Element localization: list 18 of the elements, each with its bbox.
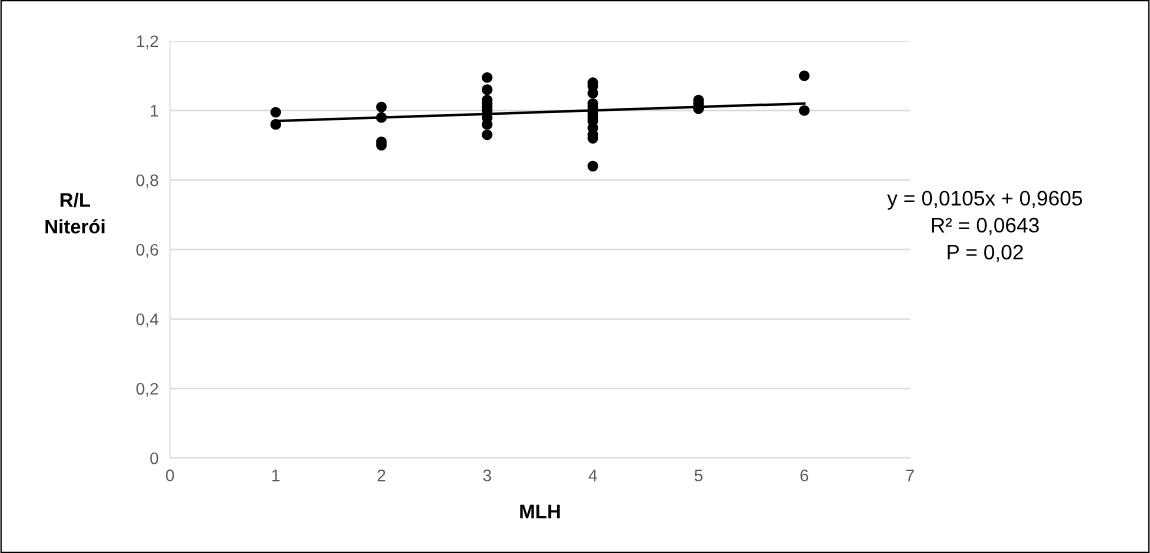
x-tick-label: 2: [377, 469, 386, 482]
y-tick-label: 0,6: [136, 243, 159, 258]
y-tick-label: 1,2: [136, 35, 159, 50]
x-tick-label: 4: [588, 469, 597, 482]
x-tick-label: 1: [272, 469, 280, 482]
x-tick-label: 7: [906, 469, 914, 482]
y-tick-label: 0,4: [136, 313, 159, 328]
y-tick-label: 0,2: [136, 382, 159, 397]
x-tick-label: 3: [483, 469, 492, 482]
y-tick-label: 0: [150, 452, 159, 465]
x-tick-label: 6: [800, 469, 809, 482]
annotation: y = 0,0105x + 0,9605 R² = 0,0643 P = 0,02: [887, 190, 1083, 263]
y-tick-label: 0,8: [136, 174, 159, 189]
y-axis-title: R/L Niterói: [45, 192, 105, 234]
x-axis-title: MLH: [520, 504, 560, 519]
x-tick-label: 5: [694, 469, 703, 482]
x-tick-label: 0: [166, 469, 174, 482]
y-tick-label: 1: [150, 105, 159, 117]
